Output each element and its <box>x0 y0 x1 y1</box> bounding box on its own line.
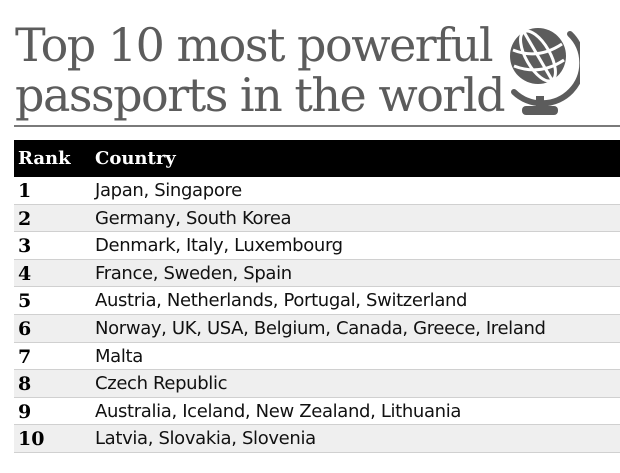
page-title-line-2: passports in the world <box>15 68 506 122</box>
rank-cell: 9 <box>18 400 32 423</box>
table-row: 2 Germany, South Korea <box>14 204 620 233</box>
table-row: 9 Australia, Iceland, New Zealand, Lithu… <box>14 397 620 426</box>
country-cell: Germany, South Korea <box>95 207 292 229</box>
country-cell: France, Sweden, Spain <box>95 262 292 284</box>
table-row: 6 Norway, UK, USA, Belgium, Canada, Gree… <box>14 314 620 343</box>
header-divider <box>14 125 620 127</box>
table-header-row: Rank Country <box>14 140 620 177</box>
page-title-line-1: Top 10 most powerful <box>15 18 494 72</box>
rank-cell: 3 <box>18 235 32 258</box>
rank-cell: 6 <box>18 317 32 340</box>
rank-cell: 1 <box>18 180 32 202</box>
page-header: Top 10 most powerful passports in the wo… <box>0 0 620 128</box>
rank-cell: 10 <box>18 428 45 451</box>
table-row: 10 Latvia, Slovakia, Slovenia <box>14 425 620 453</box>
rank-cell: 5 <box>18 290 32 313</box>
country-cell: Malta <box>95 345 143 367</box>
table-row: 7 Malta <box>14 342 620 371</box>
table-row: 4 France, Sweden, Spain <box>14 259 620 288</box>
country-cell: Japan, Singapore <box>95 180 242 201</box>
rank-cell: 7 <box>18 345 32 368</box>
rank-cell: 2 <box>18 207 32 230</box>
country-cell: Norway, UK, USA, Belgium, Canada, Greece… <box>95 317 546 339</box>
passport-ranking-table: Rank Country 1 Japan, Singapore 2 German… <box>14 140 620 453</box>
country-cell: Austria, Netherlands, Portugal, Switzerl… <box>95 290 468 312</box>
table-row: 8 Czech Republic <box>14 370 620 398</box>
rank-cell: 8 <box>18 373 32 396</box>
country-cell: Australia, Iceland, New Zealand, Lithuan… <box>95 400 462 422</box>
country-cell: Czech Republic <box>95 373 228 395</box>
column-header-country: Country <box>95 148 176 169</box>
table-row: 3 Denmark, Italy, Luxembourg <box>14 232 620 260</box>
country-cell: Denmark, Italy, Luxembourg <box>95 235 343 257</box>
rank-cell: 4 <box>18 262 32 285</box>
globe-icon <box>510 28 580 115</box>
country-cell: Latvia, Slovakia, Slovenia <box>95 428 316 450</box>
table-row: 5 Austria, Netherlands, Portugal, Switze… <box>14 287 620 315</box>
table-row: 1 Japan, Singapore <box>14 177 620 205</box>
column-header-rank: Rank <box>18 148 71 169</box>
